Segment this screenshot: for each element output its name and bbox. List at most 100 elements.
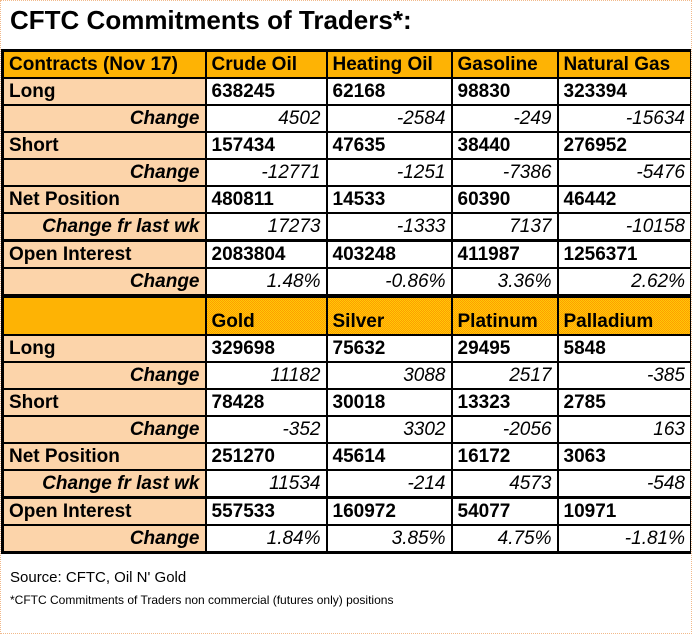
cell-value: 14533 <box>325 185 453 214</box>
cell-value: 54077 <box>450 496 559 526</box>
cell-value: -5476 <box>556 158 691 187</box>
cell-value: 157434 <box>204 131 328 160</box>
cell-value: 2785 <box>556 388 691 417</box>
table-row: Short 78428 30018 13323 2785 <box>1 388 691 417</box>
cell-value: 276952 <box>556 131 691 160</box>
cell-value: 163 <box>556 415 691 444</box>
table-row: Change -352 3302 -2056 163 <box>1 415 691 444</box>
row-label: Net Position <box>1 185 207 214</box>
cell-value: -214 <box>325 469 453 499</box>
row-label: Open Interest <box>1 496 207 526</box>
footnote-line: *CFTC Commitments of Traders non commerc… <box>10 593 394 607</box>
cell-value: 78428 <box>204 388 328 417</box>
cell-value: 45614 <box>325 442 453 471</box>
cell-value: -548 <box>556 469 691 499</box>
cell-value: -15634 <box>556 104 691 133</box>
cell-value: -352 <box>204 415 328 444</box>
cell-value: 11182 <box>204 361 328 390</box>
table-row: Change 1.48% -0.86% 3.36% 2.62% <box>1 267 691 297</box>
row-label: Long <box>1 77 207 106</box>
row-label: Net Position <box>1 442 207 471</box>
column-header: Natural Gas <box>556 49 691 79</box>
row-label: Long <box>1 334 207 363</box>
cell-value: 4502 <box>204 104 328 133</box>
cell-value: -0.86% <box>325 267 453 297</box>
row-label: Change fr last wk <box>1 212 207 242</box>
table-row: Change fr last wk 17273 -1333 7137 -10158 <box>1 212 691 242</box>
cell-value: 47635 <box>325 131 453 160</box>
cell-value: 1.84% <box>204 524 328 554</box>
cell-value: -10158 <box>556 212 691 242</box>
cot-table: Contracts (Nov 17) Crude Oil Heating Oil Ga… <box>1 49 691 554</box>
table-row: Open Interest 557533 160972 54077 10971 <box>1 496 691 526</box>
cell-value: 3.36% <box>450 267 559 297</box>
column-header: Gold <box>204 294 328 336</box>
cell-value: 30018 <box>325 388 453 417</box>
cell-value: 11534 <box>204 469 328 499</box>
cell-value: 38440 <box>450 131 559 160</box>
cell-value: 557533 <box>204 496 328 526</box>
section-2-header-row: Gold Silver Platinum Palladium <box>1 294 691 336</box>
column-header: Gasoline <box>450 49 559 79</box>
row-label: Change <box>1 267 207 297</box>
table-row: Net Position 251270 45614 16172 3063 <box>1 442 691 471</box>
cell-value: -2056 <box>450 415 559 444</box>
cell-value: 46442 <box>556 185 691 214</box>
cell-value: -385 <box>556 361 691 390</box>
cell-value: 403248 <box>325 239 453 269</box>
row-label-header <box>1 294 207 336</box>
cell-value: 411987 <box>450 239 559 269</box>
cell-value: -1333 <box>325 212 453 242</box>
cell-value: 5848 <box>556 334 691 363</box>
cell-value: 7137 <box>450 212 559 242</box>
cell-value: 2517 <box>450 361 559 390</box>
section-1-header-row: Contracts (Nov 17) Crude Oil Heating Oil Ga… <box>1 49 691 79</box>
row-label-header: Contracts (Nov 17) <box>1 49 207 79</box>
table-row: Short 157434 47635 38440 276952 <box>1 131 691 160</box>
cell-value: -249 <box>450 104 559 133</box>
cell-value: 16172 <box>450 442 559 471</box>
cell-value: 2.62% <box>556 267 691 297</box>
cell-value: 3088 <box>325 361 453 390</box>
row-label: Change <box>1 524 207 554</box>
cell-value: 638245 <box>204 77 328 106</box>
cell-value: 329698 <box>204 334 328 363</box>
table-row: Long 329698 75632 29495 5848 <box>1 334 691 363</box>
table-row: Open Interest 2083804 403248 411987 1256371 <box>1 239 691 269</box>
row-label: Short <box>1 388 207 417</box>
cell-value: 60390 <box>450 185 559 214</box>
cell-value: 13323 <box>450 388 559 417</box>
cell-value: 3302 <box>325 415 453 444</box>
cell-value: 323394 <box>556 77 691 106</box>
cell-value: 480811 <box>204 185 328 214</box>
table-row: Change 4502 -2584 -249 -15634 <box>1 104 691 133</box>
cell-value: -1251 <box>325 158 453 187</box>
cell-value: 17273 <box>204 212 328 242</box>
cell-value: 3063 <box>556 442 691 471</box>
source-line: Source: CFTC, Oil N' Gold <box>10 569 187 586</box>
column-header: Platinum <box>450 294 559 336</box>
table-row: Change 11182 3088 2517 -385 <box>1 361 691 390</box>
cell-value: 75632 <box>325 334 453 363</box>
row-label: Change <box>1 361 207 390</box>
cell-value: 4573 <box>450 469 559 499</box>
column-header: Palladium <box>556 294 691 336</box>
row-label: Change fr last wk <box>1 469 207 499</box>
cot-table-body: Contracts (Nov 17) Crude Oil Heating Oil Ga… <box>1 49 691 554</box>
column-header: Silver <box>325 294 453 336</box>
column-header: Crude Oil <box>204 49 328 79</box>
column-header: Heating Oil <box>325 49 453 79</box>
cell-value: -7386 <box>450 158 559 187</box>
cell-value: 29495 <box>450 334 559 363</box>
table-row: Change fr last wk 11534 -214 4573 -548 <box>1 469 691 499</box>
cell-value: 10971 <box>556 496 691 526</box>
cell-value: -2584 <box>325 104 453 133</box>
cell-value: 1.48% <box>204 267 328 297</box>
cell-value: 62168 <box>325 77 453 106</box>
cell-value: 2083804 <box>204 239 328 269</box>
table-row: Change 1.84% 3.85% 4.75% -1.81% <box>1 524 691 554</box>
table-row: Change -12771 -1251 -7386 -5476 <box>1 158 691 187</box>
row-label: Change <box>1 104 207 133</box>
cell-value: 1256371 <box>556 239 691 269</box>
